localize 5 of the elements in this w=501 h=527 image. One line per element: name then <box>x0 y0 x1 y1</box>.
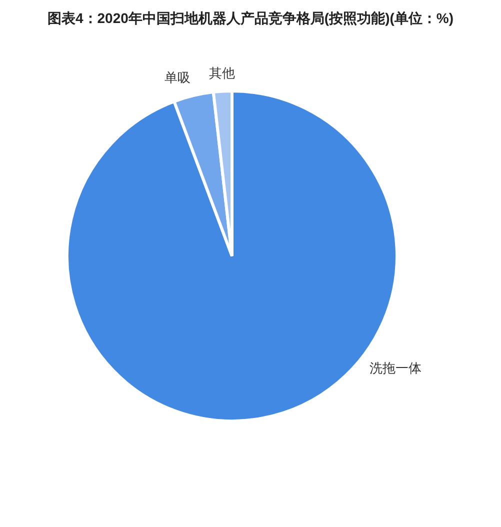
slice-label: 洗拖一体 <box>370 360 422 376</box>
pie-slice <box>66 90 398 422</box>
slice-label: 单吸 <box>164 70 191 85</box>
slice-label: 其他 <box>208 65 235 80</box>
chart-title: 图表4：2020年中国扫地机器人产品竞争格局(按照功能)(单位：%) <box>46 9 455 28</box>
